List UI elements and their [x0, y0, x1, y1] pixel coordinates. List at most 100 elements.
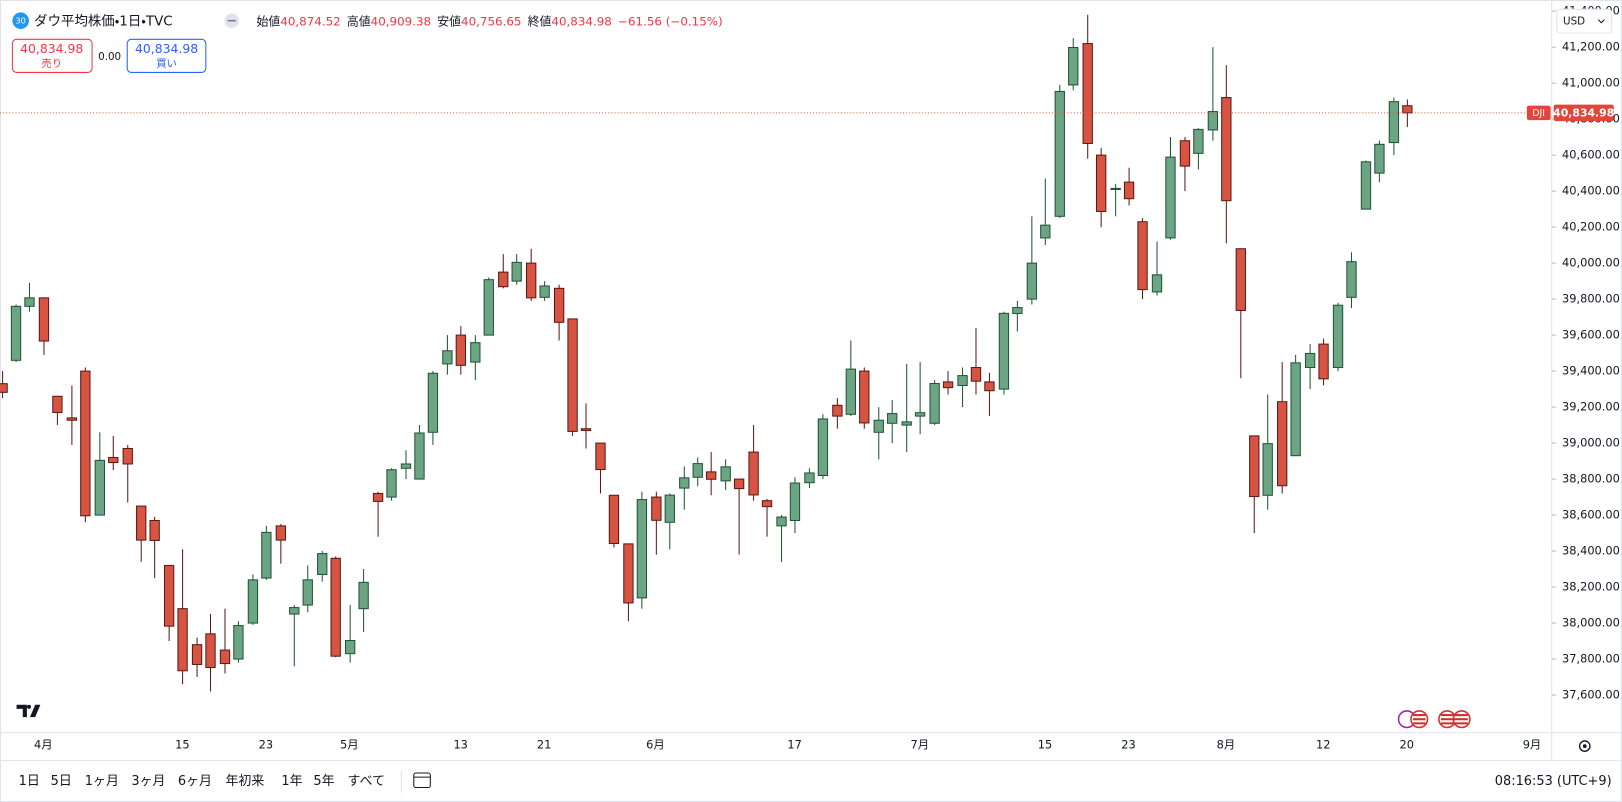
candle-body [789, 482, 801, 521]
flag-stripe [1440, 714, 1468, 717]
candle-body [38, 297, 50, 342]
candle-body [748, 451, 759, 496]
range-button[interactable]: 5年 [313, 774, 334, 789]
x-tick-label: 6月 [646, 738, 665, 752]
range-button[interactable]: 5日 [51, 774, 72, 789]
tv-logo-dot [26, 704, 32, 709]
candle-body [1179, 140, 1191, 167]
candle-body [1304, 352, 1316, 369]
candle-body [1277, 401, 1288, 487]
range-button[interactable]: 1日 [19, 774, 40, 789]
range-button[interactable]: すべて [348, 774, 385, 789]
sell-button[interactable] [11, 38, 93, 73]
spread: 0.00 [98, 51, 121, 63]
y-tick-label: 39,000.00 [1562, 436, 1620, 450]
range-button[interactable]: 年初来 [226, 773, 265, 789]
candle-body [149, 519, 160, 541]
candle-body [984, 381, 995, 392]
ohlc-label: 安値 [437, 14, 461, 28]
tv-logo [16, 704, 41, 718]
candle-body [720, 466, 731, 482]
y-tick-label: 38,600.00 [1562, 508, 1620, 522]
buy-button[interactable] [126, 38, 207, 73]
candle-body [498, 271, 509, 288]
candle-body [553, 287, 565, 323]
last-price-text: 40,834.98 [1553, 106, 1614, 119]
candle-body [1082, 43, 1093, 144]
x-tick-label: 9月 [1523, 738, 1542, 752]
y-tick-label: 40,400.00 [1562, 184, 1620, 198]
y-tick-label: 38,400.00 [1562, 544, 1620, 558]
candle-body [1360, 161, 1372, 210]
candle-body [636, 499, 648, 599]
y-tick-label: 41,000.00 [1562, 76, 1620, 90]
y-tick-label: 40,200.00 [1562, 220, 1620, 234]
candle-body [344, 640, 356, 655]
event-icons [1397, 710, 1471, 729]
range-button[interactable]: 1年 [281, 774, 302, 789]
y-tick-label: 38,200.00 [1562, 580, 1620, 594]
y-tick-label: 41,200.00 [1562, 40, 1620, 54]
x-tick-label: 7月 [911, 738, 930, 752]
candle-body [414, 432, 425, 480]
candle-body [1221, 97, 1232, 202]
date-range-button[interactable] [413, 772, 431, 789]
candle-body [66, 417, 78, 421]
candle-body [1137, 221, 1148, 291]
candle-body [1193, 128, 1204, 154]
candle-body [998, 312, 1010, 390]
candle-body [0, 383, 8, 393]
candle-body [247, 579, 259, 624]
ohlc-label: 高値 [347, 14, 371, 28]
x-tick-label: 4月 [34, 738, 53, 752]
candle-body [1332, 304, 1344, 369]
y-tick-label: 39,600.00 [1562, 328, 1620, 342]
candle-body [1235, 248, 1246, 311]
candle-body [1123, 181, 1135, 200]
x-tick-label: 23 [259, 738, 273, 752]
currency-button[interactable] [1556, 8, 1613, 34]
candle-body [845, 368, 856, 415]
candle-body [108, 456, 119, 464]
candle-body [832, 404, 843, 417]
last-price-tag [1553, 104, 1614, 122]
flag-stripe [1440, 722, 1468, 725]
candle-body [1068, 46, 1079, 86]
candle-body [511, 261, 522, 282]
candle-body [1402, 105, 1413, 114]
range-button[interactable]: 6ヶ月 [178, 774, 212, 789]
candle-body [330, 557, 341, 657]
flag-stripe [1413, 722, 1426, 725]
candle-body [914, 412, 926, 417]
range-button[interactable]: 3ヶ月 [131, 774, 165, 789]
x-tick-label: 13 [453, 738, 467, 752]
ohlc-label: 終値 [528, 14, 552, 28]
candle-body [1374, 143, 1385, 174]
candle-body [219, 649, 231, 665]
candle-body [455, 334, 467, 366]
range-toolbar: 1日 5日 1ヶ月 3ヶ月 6ヶ月 年初来 1年 5年 すべて [19, 773, 385, 789]
candle-body [1318, 343, 1329, 380]
currency-caret [1597, 19, 1605, 24]
flag-stripe [1413, 714, 1426, 717]
buy-price: 40,834.98 [135, 41, 198, 56]
sell-price: 40,834.98 [20, 41, 83, 56]
buy-label: 買い [156, 58, 177, 70]
candle-body [651, 496, 662, 521]
symbol-badge [12, 12, 29, 29]
candle-body [817, 418, 829, 477]
candle-body [289, 607, 300, 615]
ohlc-value: 40,756.65 [461, 14, 521, 28]
candle-body [372, 492, 384, 502]
axes: 37,600.00 37,800.00 38,000.00 38,200.00 38,4… [34, 4, 1620, 752]
candle-body [94, 459, 105, 516]
candle-body [191, 644, 203, 665]
candle-body [386, 469, 397, 498]
settings-button[interactable] [1578, 740, 1591, 752]
range-button[interactable]: 1ヶ月 [85, 774, 119, 789]
candle-body [957, 375, 968, 387]
x-tick-label: 20 [1400, 738, 1414, 752]
candle-body [442, 350, 453, 365]
candle-body [427, 372, 439, 433]
